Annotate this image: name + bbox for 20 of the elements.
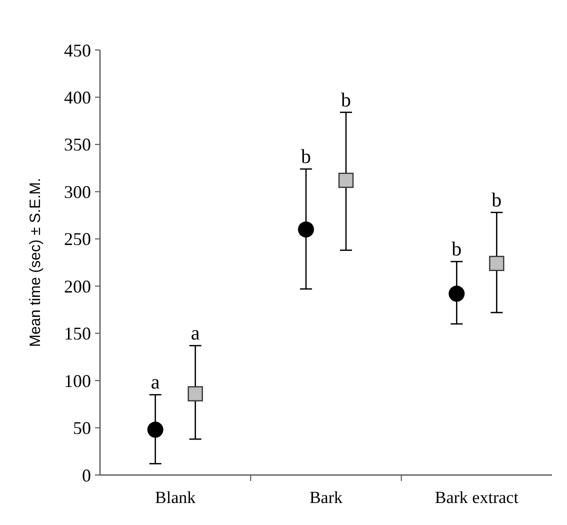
y-tick-label: 400	[64, 88, 91, 108]
annotation: b	[301, 146, 311, 168]
y-tick-label: 350	[64, 134, 91, 155]
annotation: b	[341, 89, 351, 112]
y-tick-label: 0	[82, 465, 91, 486]
y-tick-label: 200	[64, 276, 91, 296]
y-tick-label: 300	[64, 182, 91, 202]
y-axis-title: Mean time (sec) ± S.E.M.	[27, 178, 44, 348]
annotation: a	[150, 372, 160, 394]
y-tick-label: 150	[64, 324, 91, 344]
x-tick-label: Bark extract	[434, 488, 519, 507]
annotation: b	[452, 238, 462, 261]
x-tick-label: Bark	[309, 488, 344, 507]
x-tick-label: Blank	[155, 488, 196, 507]
annotation: b	[492, 189, 502, 212]
y-tick-label: 100	[64, 370, 91, 391]
y-tick-label: 250	[64, 229, 91, 250]
y-tick-label: 450	[64, 40, 91, 60]
y-tick-label: 50	[73, 418, 91, 438]
annotation: a	[190, 322, 200, 345]
